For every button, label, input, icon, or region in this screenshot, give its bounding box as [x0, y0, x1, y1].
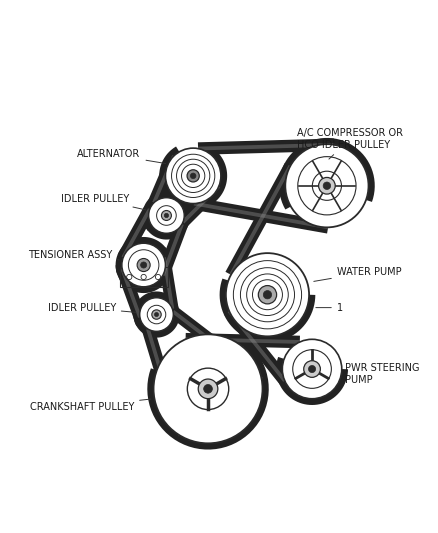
Circle shape — [226, 253, 309, 336]
Circle shape — [152, 310, 161, 319]
Circle shape — [141, 262, 147, 268]
Circle shape — [283, 340, 342, 399]
Text: IDLER PULLEY: IDLER PULLEY — [48, 303, 136, 313]
Circle shape — [166, 148, 221, 204]
Circle shape — [304, 361, 320, 377]
Circle shape — [258, 286, 277, 304]
Text: WATER PUMP: WATER PUMP — [314, 267, 402, 281]
Text: A/C COMPRESSOR OR
HCO IDLER PULLEY: A/C COMPRESSOR OR HCO IDLER PULLEY — [297, 128, 403, 159]
Circle shape — [137, 259, 150, 271]
Text: PWR STEERING
PUMP: PWR STEERING PUMP — [342, 363, 419, 385]
Text: IDLER PULLEY: IDLER PULLEY — [61, 193, 146, 210]
Circle shape — [122, 243, 166, 287]
Circle shape — [191, 173, 196, 179]
Text: CRANKSHAFT PULLEY: CRANKSHAFT PULLEY — [30, 399, 151, 411]
Circle shape — [308, 366, 316, 373]
Circle shape — [263, 290, 272, 299]
Circle shape — [198, 379, 218, 399]
Circle shape — [187, 169, 199, 182]
Circle shape — [318, 177, 335, 194]
Circle shape — [154, 334, 262, 443]
Text: ALTERNATOR: ALTERNATOR — [77, 149, 166, 164]
Circle shape — [164, 213, 169, 217]
Circle shape — [162, 211, 171, 221]
Circle shape — [285, 144, 368, 228]
Circle shape — [204, 384, 212, 393]
Text: 1: 1 — [316, 303, 343, 313]
Circle shape — [140, 298, 173, 332]
Circle shape — [148, 198, 184, 233]
Bar — [120, 267, 168, 287]
Circle shape — [155, 312, 159, 317]
Text: TENSIONER ASSY: TENSIONER ASSY — [28, 250, 119, 260]
Circle shape — [323, 182, 331, 190]
